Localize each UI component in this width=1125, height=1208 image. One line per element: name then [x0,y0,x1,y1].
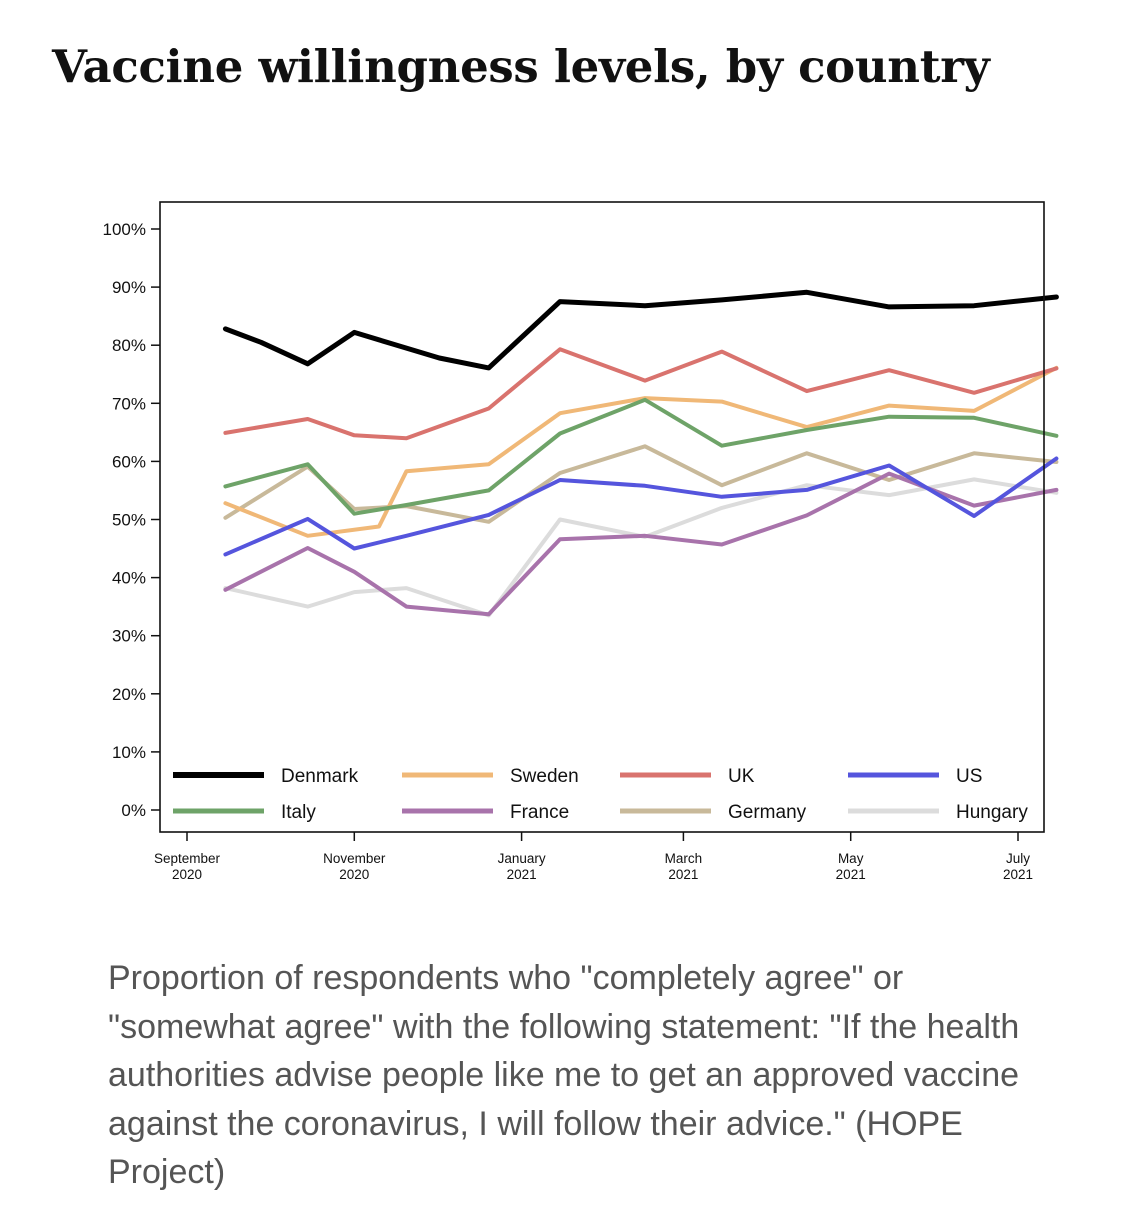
y-tick-label: 50% [112,511,146,530]
x-tick-label-month: March [665,851,703,866]
plot-frame [159,201,1045,833]
x-tick-label-month: November [323,851,386,866]
y-tick-label: 60% [112,452,146,471]
legend-label-hungary: Hungary [956,802,1028,823]
y-tick-label: 40% [112,569,146,588]
chart-caption: Proportion of respondents who "completel… [108,959,1020,1191]
y-tick-label: 0% [121,801,146,820]
series-line-france [223,471,1059,617]
series-line-us [223,456,1059,557]
legend-label-denmark: Denmark [281,766,359,787]
legend-label-us: US [956,766,982,787]
y-tick-label: 80% [112,336,146,355]
y-tick-label: 20% [112,685,146,704]
series-layer [222,289,1059,618]
series-line-sweden [223,365,1059,538]
x-tick-label-month: January [498,851,546,866]
x-tick-label-year: 2021 [507,867,537,882]
legend-label-sweden: Sweden [510,766,579,787]
x-tick-label-year: 2020 [339,867,369,882]
y-tick-label: 70% [112,394,146,413]
legend-label-france: France [510,802,569,823]
x-tick-label-year: 2020 [172,867,202,882]
series-line-hungary [223,477,1059,618]
x-tick-label-month: May [838,851,864,866]
y-tick-label: 90% [112,278,146,297]
legend-label-italy: Italy [281,802,316,823]
legend-label-uk: UK [728,766,755,787]
legend: Denmark Sweden UK US Italy France Germany Hunga… [173,766,1028,823]
y-tick-label: 30% [112,627,146,646]
axis-layer: 0% 10% 20% 30% 40% 50% 60% 70% 80% 90% 100% Septemb… [103,201,1045,882]
line-chart: 0% 10% 20% 30% 40% 50% 60% 70% 80% 90% 100% Septemb… [103,201,1059,882]
x-tick-label-year: 2021 [836,867,866,882]
x-tick-label-year: 2021 [1003,867,1033,882]
series-line-italy [223,397,1059,516]
series-line-denmark [222,289,1059,371]
x-tick-label-month: September [154,851,221,866]
page-title: Vaccine willingness levels, by country [52,40,990,93]
x-tick-label-month: July [1006,851,1030,866]
y-tick-label: 10% [112,743,146,762]
y-tick-label: 100% [103,220,146,239]
series-line-uk [223,347,1059,441]
legend-label-germany: Germany [728,802,807,823]
x-tick-label-year: 2021 [668,867,698,882]
